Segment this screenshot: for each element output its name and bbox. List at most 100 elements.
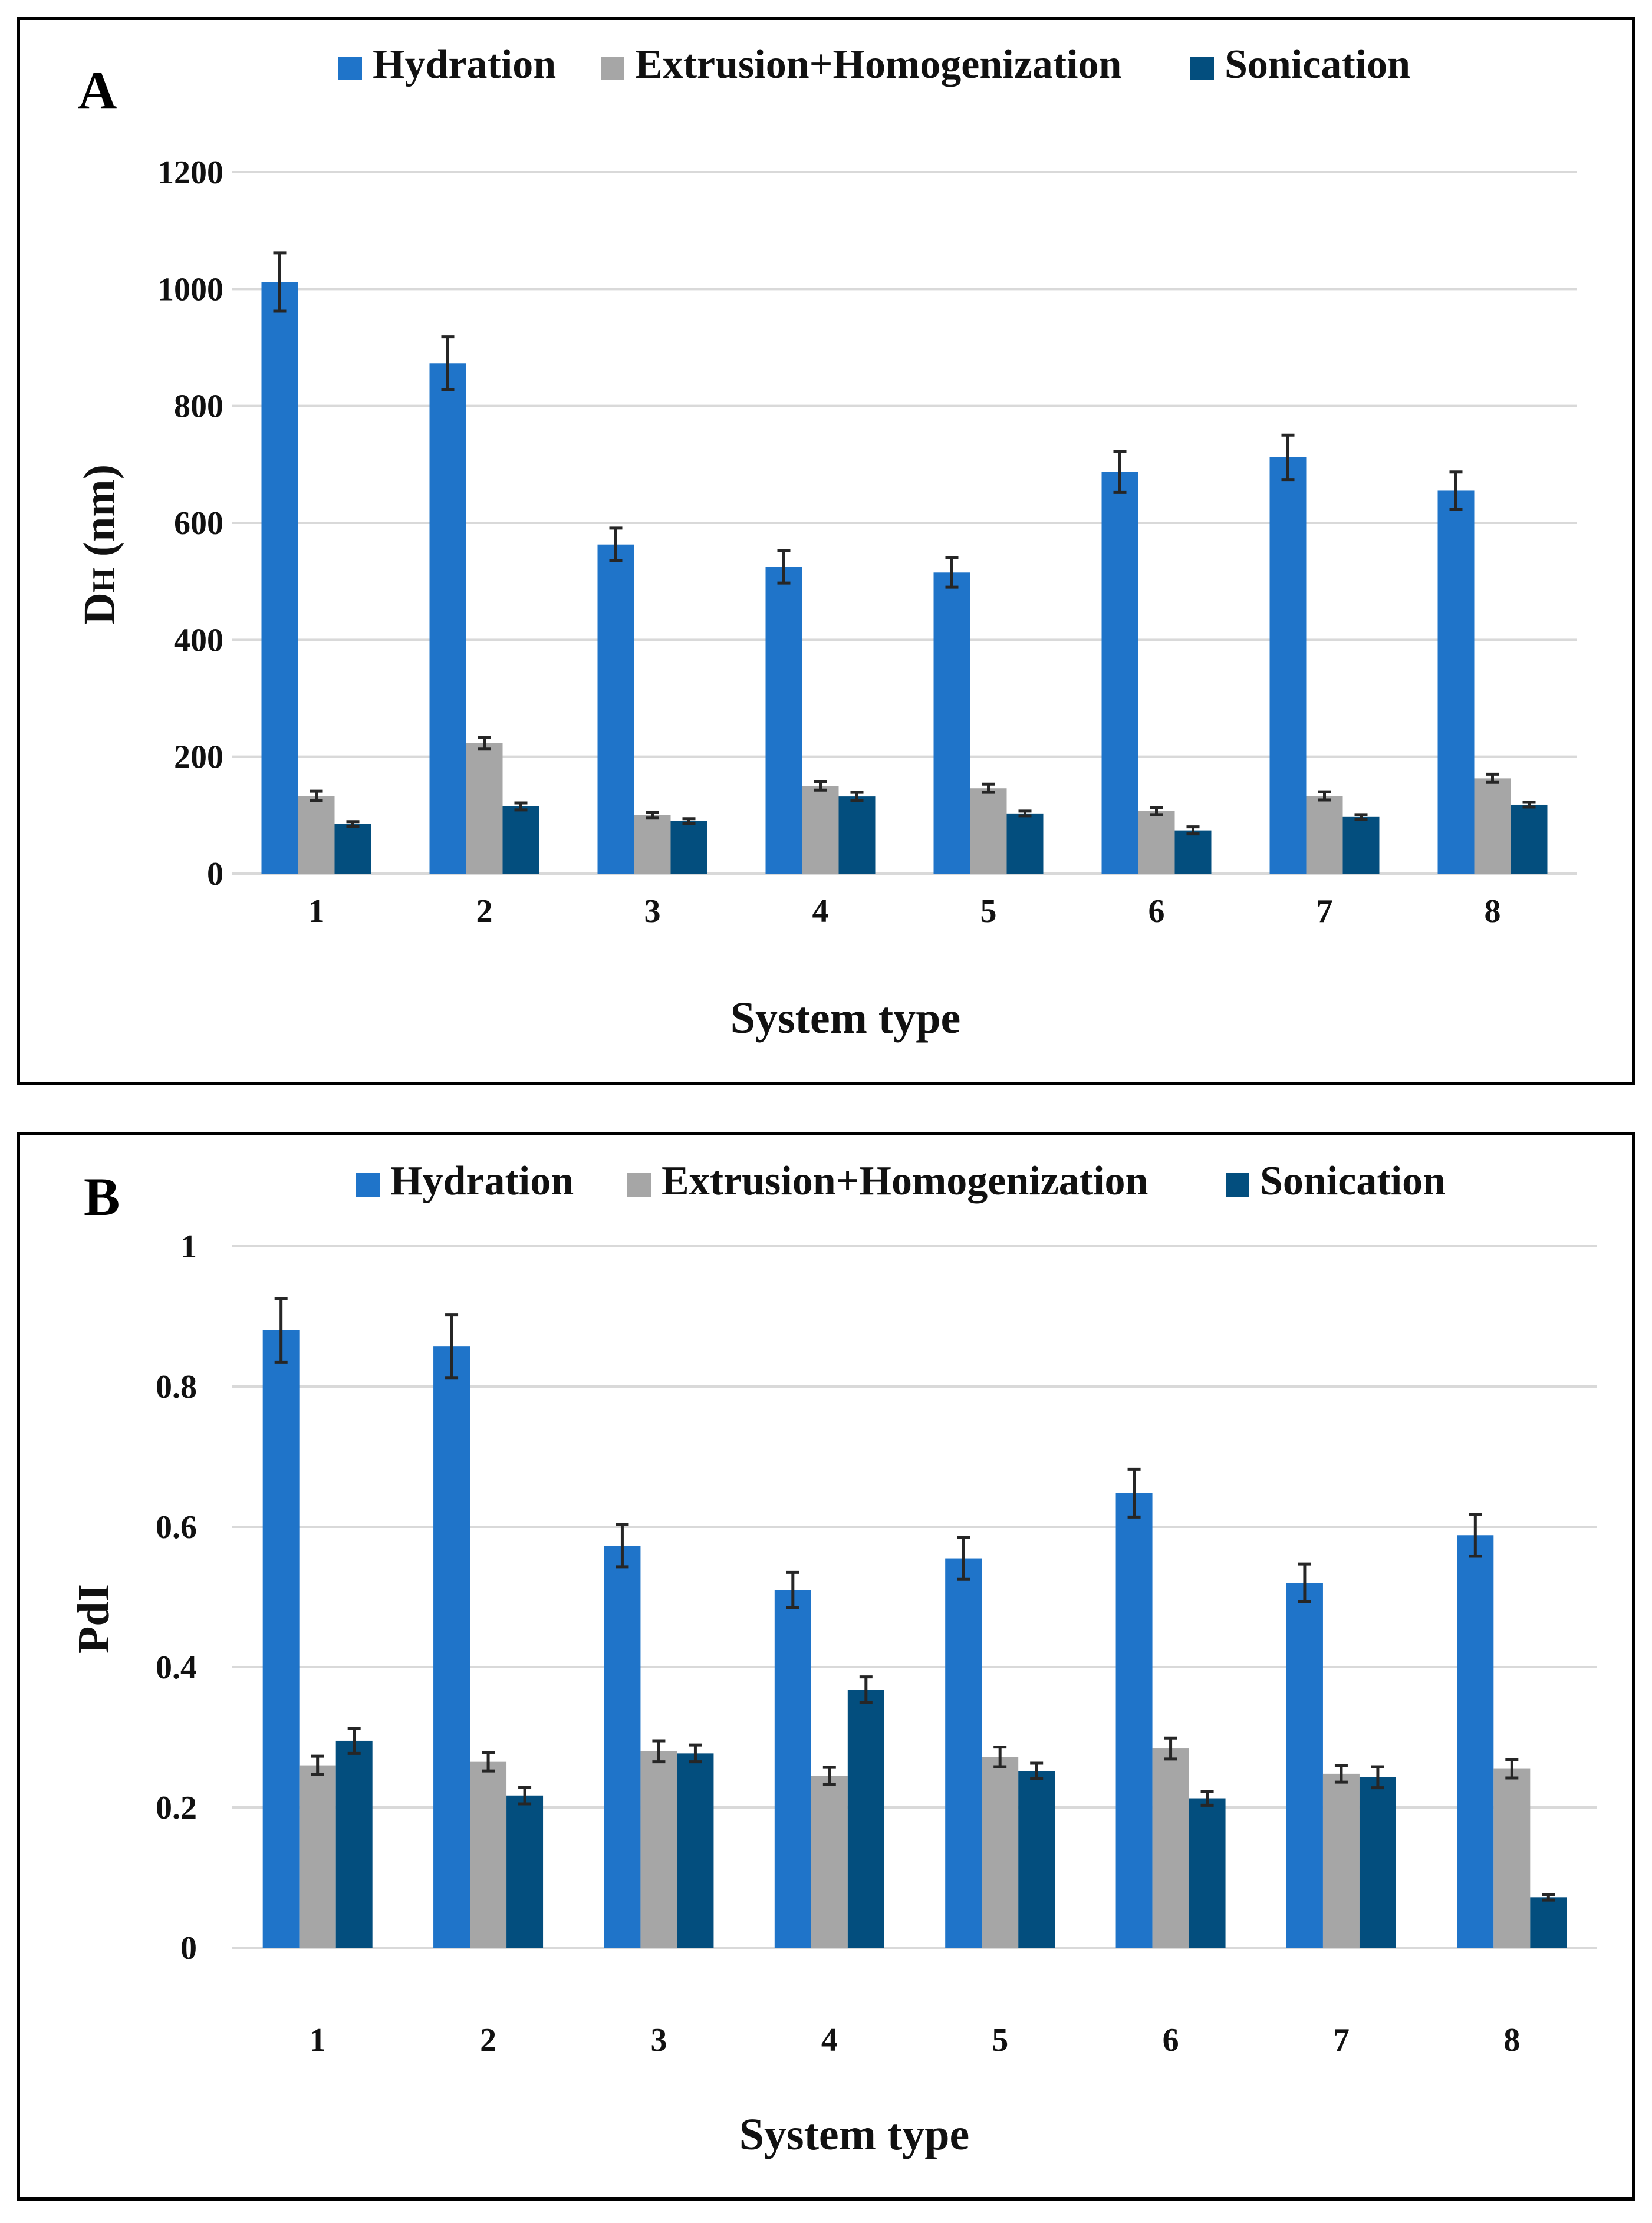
bar-extrusion-homogenization-3 bbox=[640, 1751, 677, 1948]
error-bar bbox=[478, 736, 491, 751]
bar-extrusion-homogenization-2 bbox=[470, 1761, 507, 1948]
bar-extrusion-homogenization-5 bbox=[982, 1757, 1019, 1948]
error-bar bbox=[1318, 790, 1331, 802]
y-tick-label: 200 bbox=[174, 739, 223, 776]
bar-extrusion-homogenization-7 bbox=[1322, 1773, 1360, 1948]
y-tick-label: 800 bbox=[174, 388, 223, 425]
x-tick-label: 5 bbox=[980, 893, 997, 930]
legend-swatch bbox=[1226, 1173, 1249, 1197]
error-bar bbox=[441, 335, 455, 391]
legend-swatch bbox=[1190, 57, 1214, 80]
error-bar bbox=[850, 791, 864, 802]
error-bar bbox=[646, 811, 659, 820]
bar-hydration-2 bbox=[433, 1346, 470, 1948]
error-bar bbox=[652, 1739, 666, 1764]
chart-panel-b: B Hydration Extrusion+Homogenization Sonic… bbox=[17, 1132, 1635, 2201]
bar-extrusion-homogenization-5 bbox=[970, 788, 1007, 874]
error-bar bbox=[814, 780, 827, 792]
bar-sonication-6 bbox=[1174, 830, 1212, 874]
error-bar bbox=[945, 556, 959, 589]
bar-extrusion-homogenization-6 bbox=[1138, 811, 1175, 874]
bar-sonication-7 bbox=[1342, 816, 1380, 874]
error-bar bbox=[346, 820, 360, 828]
chart-a-error-bars bbox=[273, 251, 1536, 836]
x-tick-label: 4 bbox=[812, 893, 829, 930]
error-bar bbox=[786, 1570, 799, 1609]
x-tick-label: 3 bbox=[644, 893, 661, 930]
error-bar bbox=[1449, 470, 1463, 511]
bar-hydration-4 bbox=[765, 567, 802, 874]
chart-b-y-axis-title: PdI bbox=[69, 1584, 119, 1654]
x-tick-label: 3 bbox=[650, 2022, 667, 2059]
x-tick-label: 2 bbox=[480, 2022, 496, 2059]
legend-label: Extrusion+Homogenization bbox=[635, 42, 1121, 87]
x-tick-label: 7 bbox=[1333, 2022, 1350, 2059]
y-tick-label: 0 bbox=[207, 856, 223, 893]
y-tick-label: 1000 bbox=[157, 271, 223, 308]
bar-sonication-5 bbox=[1018, 1771, 1055, 1948]
error-bar bbox=[822, 1766, 836, 1786]
error-bar bbox=[1298, 1562, 1311, 1603]
chart-b-error-bars bbox=[274, 1297, 1555, 1902]
bar-extrusion-homogenization-6 bbox=[1152, 1748, 1189, 1948]
error-bar bbox=[1164, 1736, 1177, 1761]
bar-extrusion-homogenization-1 bbox=[299, 1765, 336, 1948]
chart-a-y-axis-title-main: D bbox=[75, 592, 124, 625]
chart-a-legend: Hydration Extrusion+Homogenization Sonicat… bbox=[338, 42, 1410, 87]
x-tick-label: 6 bbox=[1163, 2022, 1179, 2059]
error-bar bbox=[1505, 1758, 1519, 1780]
error-bar bbox=[1542, 1893, 1555, 1902]
chart-a-svg: A Hydration Extrusion+Homogenization Sonic… bbox=[75, 42, 1577, 1043]
chart-a-x-ticks: 1 2 3 4 5 6 7 8 bbox=[308, 893, 1501, 930]
error-bar bbox=[689, 1743, 702, 1764]
error-bar bbox=[609, 526, 623, 562]
chart-a-y-axis-title-unit: (nm) bbox=[75, 465, 124, 568]
bar-hydration-1 bbox=[261, 282, 298, 874]
bar-hydration-5 bbox=[933, 572, 970, 874]
error-bar bbox=[859, 1675, 873, 1704]
chart-b-legend: Hydration Extrusion+Homogenization Sonicat… bbox=[356, 1158, 1446, 1204]
chart-a-bars bbox=[261, 282, 1548, 874]
chart-a-x-axis-title: System type bbox=[730, 993, 961, 1043]
bar-hydration-6 bbox=[1101, 472, 1138, 874]
bar-extrusion-homogenization-7 bbox=[1306, 796, 1343, 874]
bar-extrusion-homogenization-2 bbox=[466, 743, 503, 874]
bar-hydration-5 bbox=[945, 1558, 982, 1948]
y-tick-label: 400 bbox=[174, 622, 223, 658]
bar-extrusion-homogenization-8 bbox=[1493, 1768, 1531, 1948]
error-bar bbox=[518, 1785, 532, 1806]
error-bar bbox=[1281, 433, 1295, 482]
error-bar bbox=[1371, 1765, 1384, 1790]
error-bar bbox=[347, 1727, 361, 1755]
bar-hydration-4 bbox=[774, 1590, 811, 1948]
chart-b-x-axis-title: System type bbox=[739, 2110, 970, 2159]
bar-sonication-6 bbox=[1189, 1798, 1226, 1948]
bar-sonication-2 bbox=[506, 1795, 544, 1948]
x-tick-label: 6 bbox=[1148, 893, 1165, 930]
legend-label: Extrusion+Homogenization bbox=[662, 1158, 1148, 1204]
bar-hydration-3 bbox=[604, 1546, 641, 1948]
error-bar bbox=[273, 251, 287, 313]
legend-swatch bbox=[627, 1173, 651, 1197]
error-bar bbox=[1354, 813, 1368, 821]
bar-sonication-4 bbox=[838, 796, 876, 874]
chart-a-y-axis-title-subscript: H bbox=[86, 568, 121, 592]
bar-extrusion-homogenization-4 bbox=[802, 786, 839, 874]
chart-b-y-axis-title-main: PdI bbox=[69, 1584, 119, 1654]
x-tick-label: 8 bbox=[1485, 893, 1501, 930]
bar-sonication-1 bbox=[334, 824, 371, 874]
y-tick-label: 1200 bbox=[157, 154, 223, 191]
error-bar bbox=[1334, 1764, 1348, 1784]
x-tick-label: 8 bbox=[1503, 2022, 1520, 2059]
bar-hydration-8 bbox=[1437, 490, 1475, 874]
error-bar bbox=[982, 782, 995, 794]
error-bar bbox=[311, 1754, 324, 1776]
chart-b-x-ticks: 1 2 3 4 5 6 7 8 bbox=[310, 2022, 1521, 2059]
bar-hydration-7 bbox=[1286, 1583, 1323, 1948]
x-tick-label: 1 bbox=[308, 893, 325, 930]
bar-extrusion-homogenization-8 bbox=[1474, 778, 1511, 874]
bar-sonication-1 bbox=[335, 1740, 373, 1948]
error-bar bbox=[682, 817, 696, 825]
error-bar bbox=[993, 1746, 1007, 1768]
error-bar bbox=[1522, 801, 1536, 809]
